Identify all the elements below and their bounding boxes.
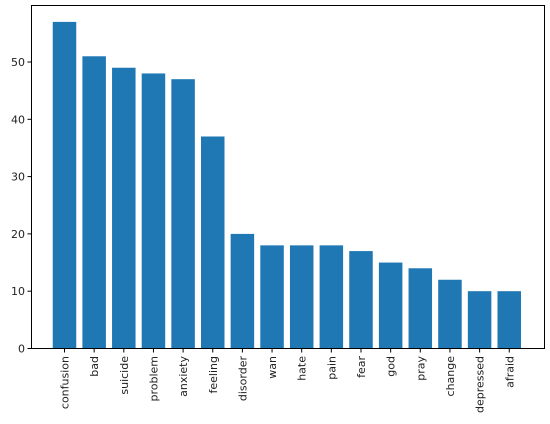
plot-frame [31,5,545,349]
x-tick-label: pain [325,356,338,380]
bar-disorder [230,233,255,349]
y-tick-label: 10 [11,285,25,298]
bar-depressed [467,291,492,349]
x-tick-label: confusion [59,356,72,409]
bar-problem [141,73,166,349]
x-tick-label: pray [414,356,427,381]
y-tick-label: 40 [11,113,25,126]
x-tick-label: afraid [503,356,516,388]
y-axis: 0 10 20 30 40 50 [11,56,32,356]
bar-change [438,279,462,349]
bar-afraid [497,291,521,349]
x-tick-label: bad [88,356,101,377]
x-tick-label: hate [296,356,309,381]
bar-hate [289,245,314,349]
x-tick-label: feeling [207,356,220,393]
x-axis: confusion bad suicide problem anxiety feeling… [59,348,516,413]
y-tick-label: 20 [11,228,25,241]
bar-confusion [52,21,77,349]
bar-god [378,262,403,349]
bar-pain [319,245,344,349]
x-tick-label: change [444,356,457,397]
bar-feeling [201,136,225,349]
x-tick-label: fear [355,356,368,378]
x-tick-label: disorder [236,356,249,402]
y-tick-label: 0 [18,343,25,356]
x-tick-label: depressed [474,356,487,413]
bar-suicide [112,67,136,349]
bar-wan [260,245,284,349]
x-tick-label: problem [147,356,160,402]
x-tick-label: anxiety [177,356,190,397]
x-tick-label: god [385,356,398,377]
y-tick-label: 30 [11,171,25,184]
bar-fear [349,251,373,349]
y-tick-label: 50 [11,56,25,69]
bar-anxiety [171,79,195,349]
bars-group [52,21,521,349]
bar-bad [82,56,106,349]
bar-pray [408,268,433,349]
x-tick-label: wan [266,356,279,379]
x-tick-label: suicide [118,356,131,395]
